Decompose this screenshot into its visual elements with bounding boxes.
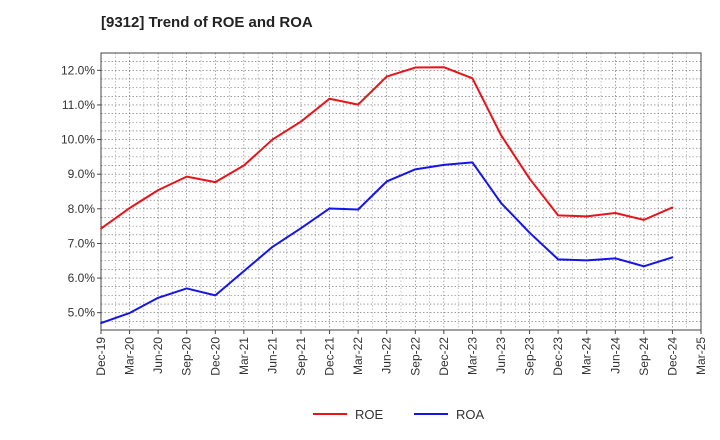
x-tick-label: Jun-22 (380, 337, 394, 374)
chart-title: [9312] Trend of ROE and ROA (101, 14, 313, 31)
y-tick-label: 11.0% (62, 98, 95, 112)
x-tick-label: Jun-21 (265, 337, 279, 374)
data-point-roe (100, 227, 102, 230)
data-point-roe (414, 66, 417, 69)
x-tick-label: Dec-24 (665, 337, 679, 376)
data-point-roa (100, 322, 102, 324)
x-tick-label: Sep-20 (180, 337, 194, 376)
data-point-roe (357, 103, 360, 106)
x-tick-label: Dec-21 (323, 337, 337, 376)
x-tick-label: Sep-23 (523, 337, 537, 376)
data-point-roe (585, 215, 588, 218)
y-tick-label: 8.0% (68, 202, 96, 216)
data-point-roe (500, 134, 502, 136)
x-tick-label: Dec-23 (551, 337, 565, 376)
y-tick-label: 12.0% (61, 63, 95, 77)
x-tick-label: Dec-19 (94, 337, 108, 376)
data-point-roe (242, 164, 245, 167)
data-point-roa (242, 270, 245, 273)
y-tick-label: 6.0% (68, 271, 96, 285)
x-tick-label: Mar-23 (465, 337, 479, 375)
data-point-roe (128, 207, 131, 210)
legend-label-roe: ROE (355, 407, 384, 422)
data-point-roe (300, 120, 302, 123)
data-point-roa (471, 161, 474, 164)
y-tick-label: 5.0% (68, 306, 96, 320)
data-point-roe (185, 175, 188, 178)
x-tick-label: Mar-24 (580, 337, 594, 375)
data-point-roe (442, 66, 445, 69)
data-point-roa (585, 259, 588, 262)
data-point-roe (385, 75, 388, 78)
x-tick-label: Jun-23 (494, 337, 508, 374)
data-point-roa (185, 287, 188, 290)
data-point-roa (300, 227, 302, 230)
data-point-roa (157, 296, 160, 299)
data-point-roe (328, 97, 331, 100)
data-point-roe (642, 218, 645, 221)
y-tick-label: 7.0% (68, 236, 96, 250)
x-tick-label: Dec-22 (437, 337, 451, 376)
data-point-roa (528, 231, 531, 234)
data-point-roa (500, 202, 502, 204)
data-point-roa (642, 265, 645, 268)
x-tick-label: Mar-20 (123, 337, 137, 375)
x-tick-label: Dec-20 (208, 337, 222, 376)
plot-frame (100, 52, 702, 331)
data-point-roe (557, 214, 560, 217)
data-point-roa (328, 207, 331, 210)
data-point-roe (471, 77, 474, 80)
data-point-roa (614, 257, 617, 260)
data-point-roa (271, 246, 274, 248)
data-point-roe (157, 189, 160, 192)
data-point-roe (271, 138, 274, 141)
data-point-roa (357, 208, 360, 211)
y-tick-label: 9.0% (68, 167, 96, 181)
data-point-roa (385, 180, 388, 183)
x-tick-label: Mar-22 (351, 337, 365, 375)
data-point-roa (557, 258, 560, 261)
data-point-roa (128, 312, 131, 314)
x-tick-label: Sep-21 (294, 337, 308, 376)
x-tick-label: Mar-25 (694, 337, 708, 375)
x-tick-label: Sep-24 (637, 337, 651, 376)
data-point-roa (214, 294, 217, 297)
x-tick-label: Jun-24 (608, 337, 622, 374)
data-point-roe (528, 177, 531, 180)
y-tick-label: 10.0% (61, 133, 95, 147)
data-point-roe (614, 212, 617, 214)
data-point-roe (214, 181, 217, 184)
data-point-roa (414, 168, 417, 171)
x-tick-label: Sep-22 (408, 337, 422, 376)
legend-label-roa: ROA (456, 407, 485, 422)
x-tick-label: Mar-21 (237, 337, 251, 375)
data-point-roa (671, 256, 674, 259)
data-point-roe (671, 206, 674, 209)
data-point-roa (442, 163, 445, 166)
x-tick-label: Jun-20 (151, 337, 165, 374)
